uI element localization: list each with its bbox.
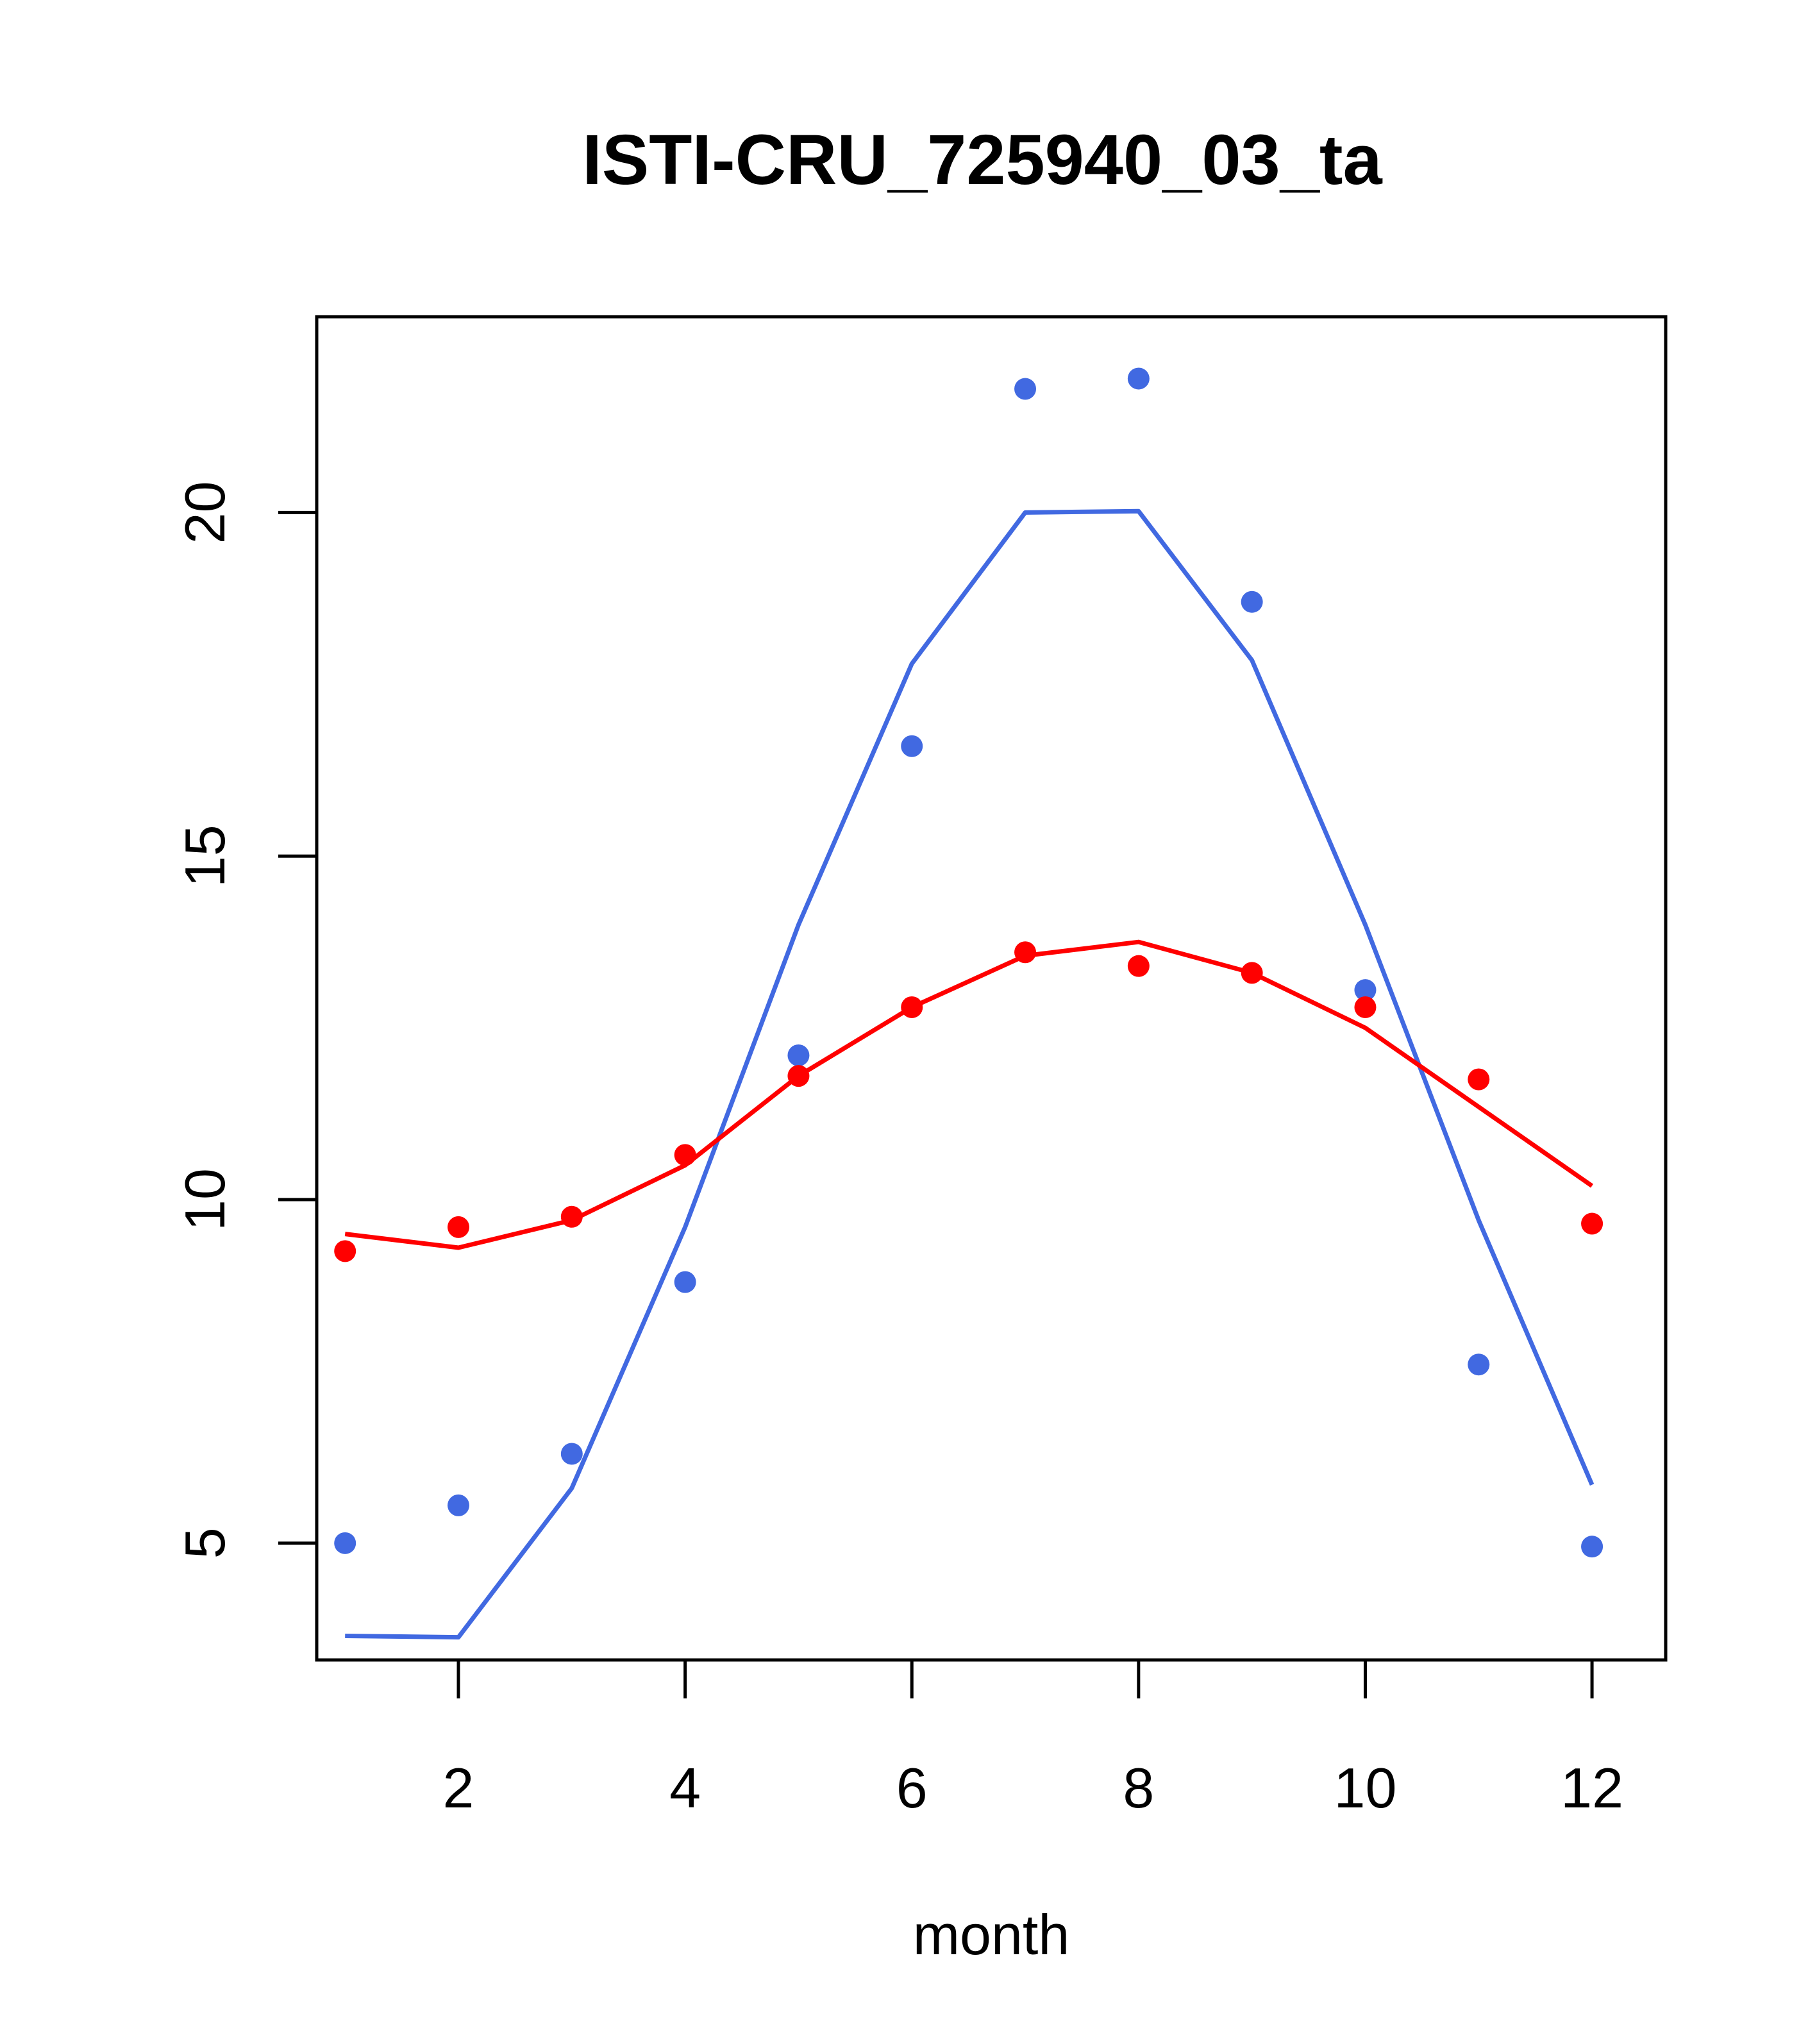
y-tick-label: 15 (173, 825, 237, 887)
x-tick-label: 4 (669, 1756, 701, 1820)
x-axis-label: month (913, 1903, 1070, 1966)
x-axis: 2 4 6 8 10 12 (443, 1658, 1623, 1820)
plot-frame (315, 315, 1668, 1662)
data-point (1127, 955, 1150, 977)
y-tick-label: 5 (173, 1527, 237, 1559)
data-point (674, 1144, 696, 1166)
series-1 (334, 367, 1603, 1640)
x-tick-label: 10 (1334, 1756, 1397, 1820)
series-line (345, 508, 1595, 1640)
y-tick-label: 10 (173, 1168, 237, 1231)
data-point (560, 1443, 583, 1465)
y-axis: 5 10 15 20 (173, 481, 319, 1559)
data-point (674, 1271, 696, 1293)
series-2 (334, 939, 1603, 1262)
x-tick-label: 2 (443, 1756, 474, 1820)
data-point (334, 1240, 356, 1262)
data-point (448, 1216, 470, 1238)
data-point (787, 1065, 810, 1087)
data-point (1468, 1353, 1490, 1376)
data-point (787, 1044, 810, 1066)
data-point (1468, 1068, 1490, 1091)
data-point (1241, 591, 1263, 613)
data-point (1354, 979, 1377, 1001)
y-tick-label: 20 (173, 481, 237, 544)
series-line (344, 939, 1594, 1250)
data-point (334, 1532, 356, 1554)
x-tick-label: 6 (896, 1756, 928, 1820)
data-point (1581, 1536, 1603, 1558)
data-point (1241, 962, 1263, 984)
data-point (560, 1205, 583, 1228)
x-tick-label: 8 (1123, 1756, 1154, 1820)
data-point (1014, 378, 1037, 400)
data-point (901, 996, 923, 1018)
data-point (1354, 996, 1377, 1018)
data-point (901, 735, 923, 757)
data-point (1014, 941, 1037, 964)
data-point (1581, 1212, 1603, 1235)
data-point (448, 1494, 470, 1516)
x-tick-label: 12 (1561, 1756, 1623, 1820)
data-point (1127, 367, 1150, 390)
series-layer (334, 367, 1603, 1640)
chart-title: ISTI-CRU_725940_03_ta (582, 121, 1382, 199)
